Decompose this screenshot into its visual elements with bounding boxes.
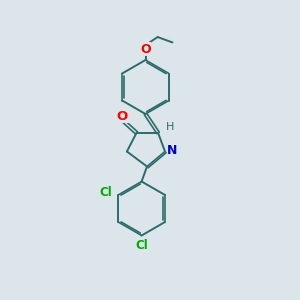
Text: Cl: Cl	[135, 238, 148, 252]
Text: Cl: Cl	[99, 185, 112, 199]
Text: O: O	[140, 43, 151, 56]
Text: H: H	[166, 122, 174, 133]
Text: N: N	[167, 144, 178, 157]
Text: O: O	[117, 110, 128, 123]
